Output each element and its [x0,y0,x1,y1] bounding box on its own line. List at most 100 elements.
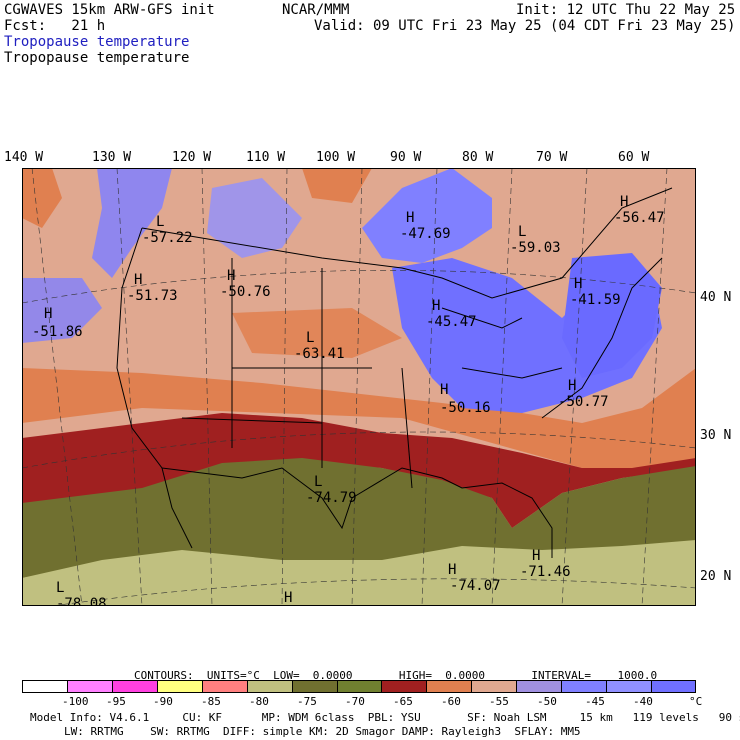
contour-info: CONTOURS: UNITS=°C LOW= 0.0000 HIGH= 0.0… [134,669,658,682]
extremum-label: -50.76 [220,284,271,300]
lon-label: 100 W [316,150,356,165]
tropopause-temperature-map: -57.22 -51.73 -50.76 -47.69 -59.03 -56.4… [22,168,696,606]
extremum-type: L [314,474,322,490]
org-label: NCAR/MMM [282,2,350,18]
colorbar-swatch [336,680,382,693]
colorbar-tick: -50 [537,695,557,708]
extremum-label: -51.73 [127,288,178,304]
extremum-label: -59.03 [510,240,561,256]
colorbar-swatch [66,680,113,693]
temp-region-orange [22,168,62,228]
extremum-label: -50.16 [440,400,491,416]
extremum-type: L [156,214,164,230]
lon-label: 80 W [462,150,494,165]
extremum-type: H [406,210,414,226]
extremum-label: -47.69 [400,226,451,242]
extremum-type: H [532,548,540,564]
temp-region-darkred [22,413,696,528]
extremum-label: -74.79 [306,490,357,506]
extremum-type: H [574,276,582,292]
colorbar-swatch [516,680,562,693]
colorbar-swatch [156,680,203,693]
valid-time: Valid: 09 UTC Fri 23 May 25 (04 CDT Fri … [314,18,736,34]
extremum-label: -50.77 [558,394,609,410]
model-info-line2: LW: RRTMG SW: RRTMG DIFF: simple KM: 2D … [64,725,581,738]
colorbar-swatch [426,680,472,693]
colorbar-tick: -100 [62,695,89,708]
field-title-blue: Tropopause temperature [4,34,190,50]
extremum-label: -74.07 [450,578,501,594]
extremum-type: H [432,298,440,314]
colorbar-tick: -95 [106,695,126,708]
temp-region-orange [22,368,696,468]
temp-region-blue [92,168,172,278]
extremum-label: -41.59 [570,292,621,308]
colorbar-tick: -40 [633,695,653,708]
colorbar-tick: -70 [345,695,365,708]
temp-region-olive [22,458,696,578]
extremum-type: H [227,268,235,284]
extremum-label: -45.47 [426,314,477,330]
extremum-type: H [448,562,456,578]
extremum-type: L [56,580,64,596]
extremum-type: H [620,194,628,210]
colorbar-tick: -45 [585,695,605,708]
extremum-label: -63.41 [294,346,345,362]
colorbar-swatch [111,680,158,693]
colorbar-tick: -90 [153,695,173,708]
graticule [22,168,696,606]
temp-region-orange [302,168,372,203]
colorbar-tick: -60 [441,695,461,708]
extremum-type: L [518,224,526,240]
extremum-type: H [134,272,142,288]
colorbar-tick: -65 [393,695,413,708]
extremum-type: H [440,382,448,398]
model-title: CGWAVES 15km ARW-GFS init [4,2,215,18]
extremum-label: -78.08 [56,596,107,606]
forecast-hour: Fcst: 21 h [4,18,106,34]
temp-region-blue [22,278,102,343]
extremum-type: H [44,306,52,322]
colorbar-tick: -75 [297,695,317,708]
lon-label: 70 W [536,150,568,165]
colorbar-swatch [606,680,652,693]
lat-label: 20 N [700,569,732,584]
lon-label: 60 W [618,150,650,165]
temp-region-blue [207,178,302,258]
temp-region-blue [562,253,662,378]
temp-region-blue [362,168,492,263]
extremum-type: L [306,330,314,346]
temp-region-lightolive [22,540,696,606]
extremum-label: -56.47 [614,210,665,226]
coastlines [116,187,673,558]
colorbar-tick: -55 [489,695,509,708]
lat-label: 40 N [700,290,732,305]
colorbar-swatch [201,680,248,693]
lat-label: 30 N [700,428,732,443]
lon-label: 140 W [4,150,44,165]
colorbar-swatch [291,680,338,693]
colorbar-swatch [246,680,293,693]
lon-label: 130 W [92,150,132,165]
lon-label: 120 W [172,150,212,165]
field-title: Tropopause temperature [4,50,190,66]
extremum-label: -71.46 [520,564,571,580]
colorbar-swatch [561,680,607,693]
colorbar-swatch [471,680,517,693]
lon-label: 90 W [390,150,422,165]
colorbar-swatch [22,680,68,693]
lon-label: 110 W [246,150,286,165]
map-frame [22,168,696,606]
model-info-line1: Model Info: V4.6.1 CU: KF MP: WDM 6class… [30,711,740,724]
temp-region-orange [232,308,402,358]
colorbar-tick: -85 [201,695,221,708]
extremum-label: -51.86 [32,324,83,340]
colorbar-tick: -80 [249,695,269,708]
colorbar-unit: °C [689,695,703,708]
init-time: Init: 12 UTC Thu 22 May 25 [516,2,736,18]
colorbar-swatch [381,680,427,693]
extremum-type: H [568,378,576,394]
colorbar-swatch [651,680,697,693]
extremum-label: -57.22 [142,230,193,246]
extremum-type: H [284,590,292,606]
